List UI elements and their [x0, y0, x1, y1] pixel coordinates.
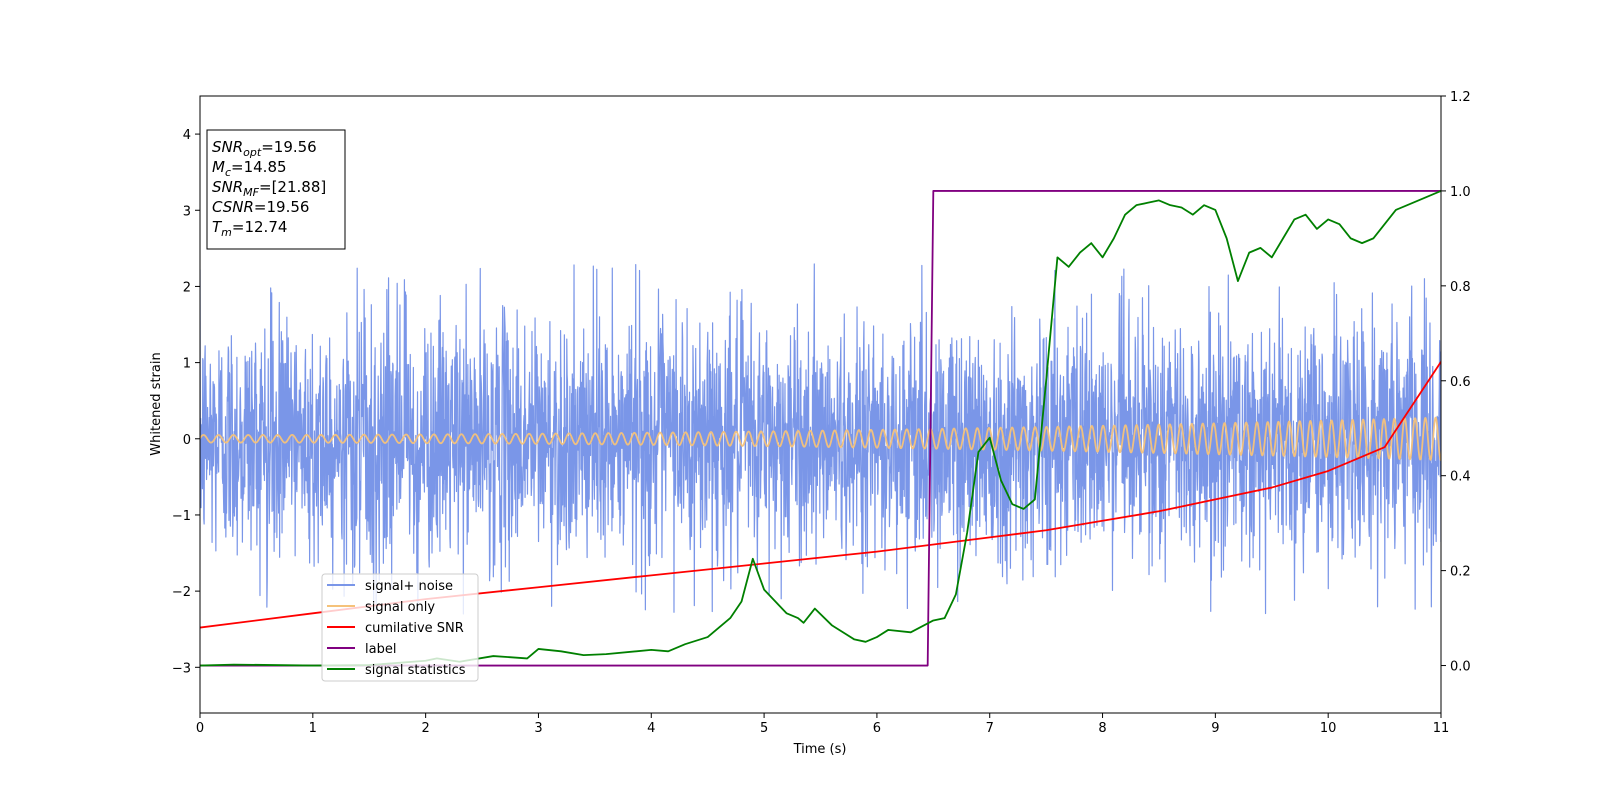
y2-tick-label: 1.2 — [1450, 90, 1471, 105]
x-tick-label: 8 — [1098, 721, 1106, 736]
series-line-1 — [200, 416, 1441, 461]
series-layer — [200, 190, 1441, 667]
legend-label: cumilative SNR — [365, 621, 464, 636]
legend-label: signal+ noise — [365, 579, 453, 594]
annotation-line: Tm=12.74 — [212, 218, 287, 239]
series-line-2 — [200, 361, 1441, 629]
y-tick-label: 1 — [183, 357, 191, 372]
y-tick-label: 2 — [183, 280, 191, 295]
y2-tick-label: 0.8 — [1450, 280, 1471, 295]
x-tick-label: 7 — [986, 721, 994, 736]
legend-label: signal statistics — [365, 663, 466, 678]
series-line-4 — [200, 190, 1441, 667]
x-tick-label: 6 — [873, 721, 881, 736]
y2-tick-label: 0.4 — [1450, 470, 1471, 485]
x-tick-label: 3 — [534, 721, 542, 736]
y2-tick-label: 0.0 — [1450, 660, 1471, 675]
legend-label: signal only — [365, 600, 435, 615]
annotation-box: SNRopt=19.56Mc=14.85SNRMF=[21.88]CSNR=19… — [206, 129, 346, 250]
annotation-line: CSNR=19.56 — [212, 198, 309, 216]
x-tick-label: 5 — [760, 721, 768, 736]
y-tick-label: −1 — [172, 509, 191, 524]
x-tick-label: 11 — [1433, 721, 1450, 736]
series-line-3 — [200, 190, 1441, 667]
plot-frame — [199, 95, 1442, 714]
legend-frame — [321, 573, 479, 682]
y-axis-label: Whitened strain — [149, 352, 164, 455]
series-line-0 — [200, 263, 1441, 615]
x-axis-label: Time (s) — [793, 742, 847, 757]
x-tick-label: 10 — [1320, 721, 1337, 736]
annotation-frame — [206, 129, 346, 250]
legend-label: label — [365, 642, 396, 657]
legend: signal+ noise signal only cumilative SNR la… — [321, 573, 479, 682]
x-tick-label: 1 — [309, 721, 317, 736]
y-tick-label: 3 — [183, 204, 191, 219]
y-tick-label: −3 — [172, 661, 191, 676]
y2-tick-label: 1.0 — [1450, 185, 1471, 200]
y2-tick-label: 0.2 — [1450, 565, 1471, 580]
y-tick-label: 4 — [183, 128, 191, 143]
annotation-line: SNRopt=19.56 — [212, 138, 317, 159]
ticks-layer: 0 1 2 3 4 5 6 7 8 9 10 11 −3 −2 −1 0 1 2 3 4 0.0 0.2 0.4 0.6 0.8… — [172, 90, 1471, 736]
annotation-line: Mc=14.85 — [212, 158, 287, 179]
y-tick-label: −2 — [172, 585, 191, 600]
y-tick-label: 0 — [183, 433, 191, 448]
y2-tick-label: 0.6 — [1450, 375, 1471, 390]
x-tick-label: 9 — [1211, 721, 1219, 736]
annotation-line: SNRMF=[21.88] — [212, 178, 326, 199]
x-tick-label: 2 — [421, 721, 429, 736]
x-tick-label: 4 — [647, 721, 655, 736]
x-tick-label: 0 — [196, 721, 204, 736]
series-group — [200, 190, 1441, 667]
